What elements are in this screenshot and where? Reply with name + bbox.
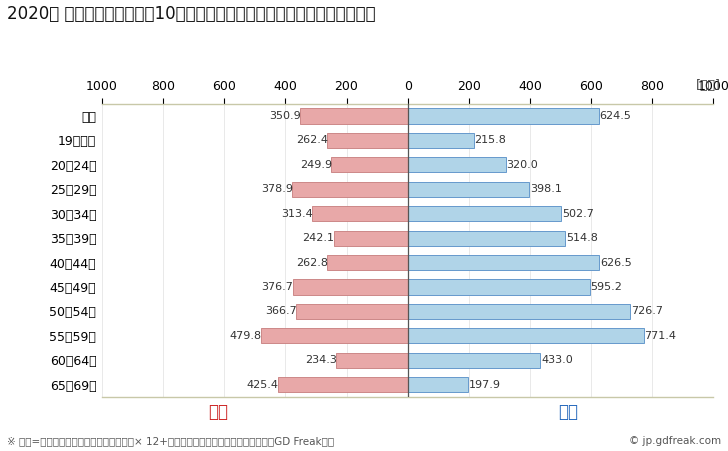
Bar: [408, 328, 644, 343]
Bar: [336, 353, 408, 368]
Text: 262.8: 262.8: [296, 258, 328, 267]
Text: 626.5: 626.5: [600, 258, 632, 267]
Text: 376.7: 376.7: [261, 282, 293, 292]
Bar: [333, 230, 408, 246]
Text: 624.5: 624.5: [600, 111, 631, 121]
Text: 425.4: 425.4: [247, 380, 279, 390]
Text: 378.9: 378.9: [261, 184, 293, 194]
Text: 320.0: 320.0: [507, 160, 538, 170]
Bar: [277, 377, 408, 392]
Bar: [408, 206, 561, 221]
Text: 398.1: 398.1: [530, 184, 562, 194]
Text: 350.9: 350.9: [269, 111, 301, 121]
Text: 215.8: 215.8: [475, 135, 507, 145]
Text: 433.0: 433.0: [541, 355, 573, 365]
Bar: [312, 206, 408, 221]
Bar: [408, 230, 565, 246]
Bar: [408, 157, 505, 172]
Bar: [261, 328, 408, 343]
Text: 479.8: 479.8: [230, 331, 262, 341]
Text: 771.4: 771.4: [644, 331, 676, 341]
Text: © jp.gdfreak.com: © jp.gdfreak.com: [628, 437, 721, 446]
Bar: [331, 157, 408, 172]
Bar: [408, 304, 630, 319]
Bar: [328, 133, 408, 148]
Bar: [328, 255, 408, 270]
Bar: [408, 377, 468, 392]
Bar: [408, 108, 598, 124]
Text: [万円]: [万円]: [696, 79, 721, 92]
Bar: [293, 279, 408, 295]
Text: 249.9: 249.9: [300, 160, 332, 170]
Bar: [292, 182, 408, 197]
Text: 595.2: 595.2: [590, 282, 622, 292]
Text: ※ 年収=「きまって支給する現金給与額」× 12+「年間賞与その他特別給与額」としてGD Freak推計: ※ 年収=「きまって支給する現金給与額」× 12+「年間賞与その他特別給与額」と…: [7, 437, 334, 446]
Text: 313.4: 313.4: [281, 209, 313, 219]
Text: 2020年 民間企業（従業者数10人以上）フルタイム労働者の男女別平均年収: 2020年 民間企業（従業者数10人以上）フルタイム労働者の男女別平均年収: [7, 5, 376, 23]
Bar: [408, 182, 529, 197]
Bar: [408, 255, 599, 270]
Bar: [408, 133, 474, 148]
Text: 234.3: 234.3: [305, 355, 337, 365]
Text: 502.7: 502.7: [562, 209, 594, 219]
Text: 197.9: 197.9: [469, 380, 501, 390]
Text: 726.7: 726.7: [630, 306, 662, 317]
Text: 262.4: 262.4: [296, 135, 328, 145]
Text: 514.8: 514.8: [566, 233, 598, 243]
Text: 366.7: 366.7: [265, 306, 296, 317]
Text: 男性: 男性: [558, 403, 578, 421]
Bar: [301, 108, 408, 124]
Bar: [296, 304, 408, 319]
Bar: [408, 279, 590, 295]
Text: 女性: 女性: [208, 403, 229, 421]
Text: 242.1: 242.1: [303, 233, 335, 243]
Bar: [408, 353, 540, 368]
